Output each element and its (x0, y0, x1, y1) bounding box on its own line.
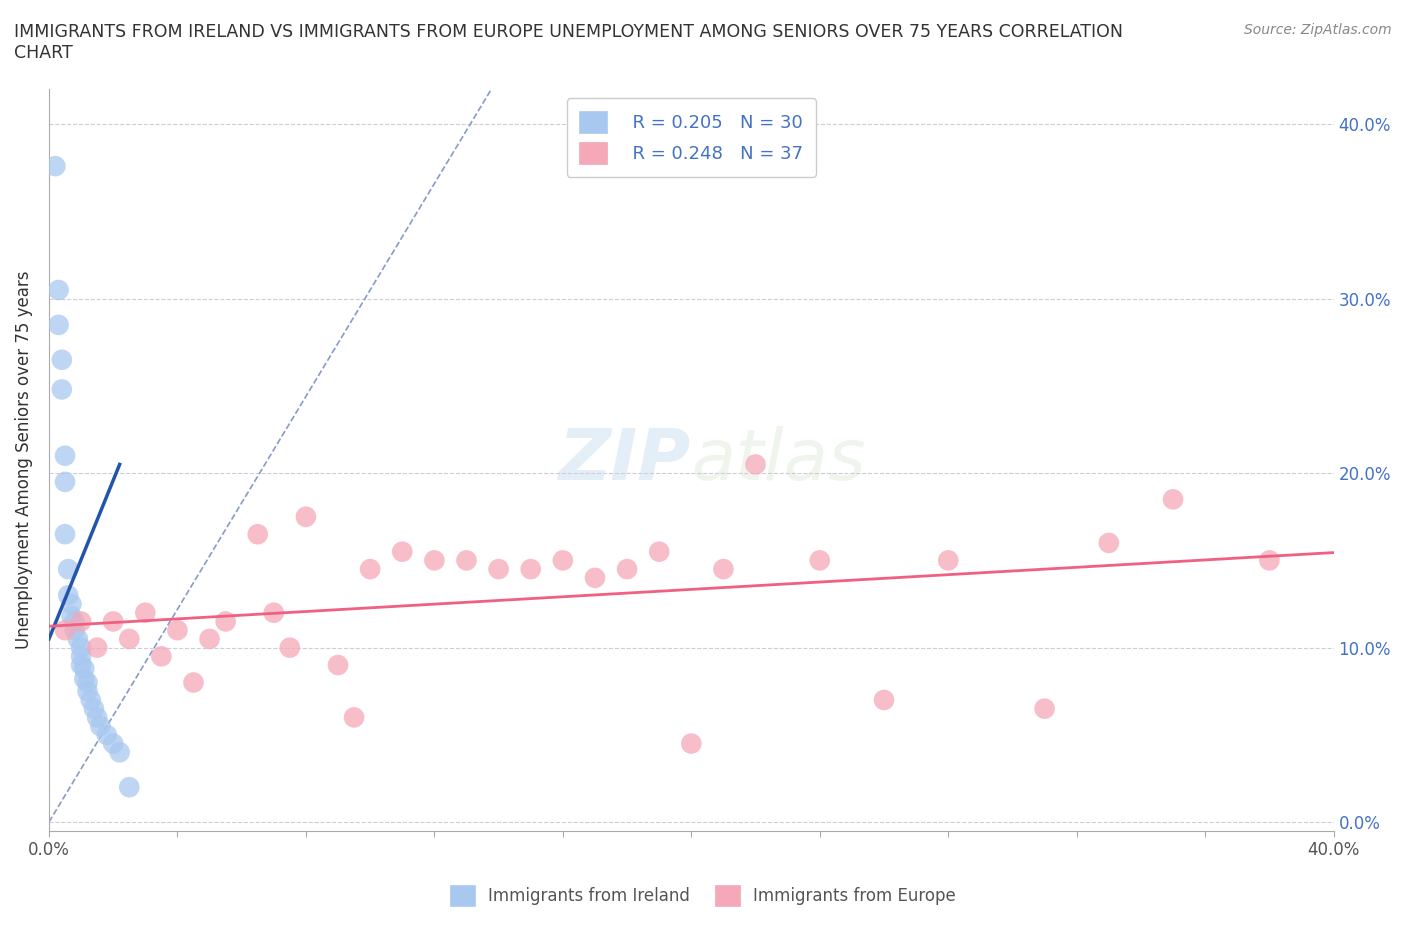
Text: IMMIGRANTS FROM IRELAND VS IMMIGRANTS FROM EUROPE UNEMPLOYMENT AMONG SENIORS OVE: IMMIGRANTS FROM IRELAND VS IMMIGRANTS FR… (14, 23, 1123, 62)
Point (1033, 701, 1056, 716)
Point (53, 526, 76, 541)
Point (48, 283, 70, 298)
Point (278, 640, 301, 655)
Point (744, 457, 766, 472)
Point (1161, 492, 1184, 507)
Text: Source: ZipAtlas.com: Source: ZipAtlas.com (1244, 23, 1392, 37)
Point (488, 562, 510, 577)
Text: ZIP: ZIP (560, 426, 692, 495)
Point (134, 605, 156, 620)
Legend: Immigrants from Ireland, Immigrants from Europe: Immigrants from Ireland, Immigrants from… (443, 879, 963, 912)
Point (89, 719, 111, 734)
Point (76, 675, 98, 690)
Point (70, 658, 93, 672)
Point (70, 649, 93, 664)
Point (70, 614, 93, 629)
Point (583, 570, 606, 585)
Y-axis label: Unemployment Among Seniors over 75 years: Unemployment Among Seniors over 75 years (15, 271, 32, 649)
Point (83, 701, 105, 716)
Point (359, 562, 381, 577)
Point (51, 382, 73, 397)
Point (118, 631, 141, 646)
Point (73, 671, 96, 686)
Point (391, 544, 413, 559)
Point (713, 562, 735, 577)
Point (103, 737, 125, 751)
Point (183, 675, 205, 690)
Point (108, 745, 131, 760)
Point (70, 640, 93, 655)
Point (936, 553, 959, 568)
Point (423, 553, 446, 568)
Point (648, 544, 671, 559)
Point (214, 614, 236, 629)
Point (519, 562, 541, 577)
Point (150, 649, 173, 664)
Point (66, 631, 89, 646)
Point (73, 661, 96, 676)
Point (60, 609, 83, 624)
Point (343, 710, 366, 724)
Point (1258, 553, 1281, 568)
Point (808, 553, 831, 568)
Point (166, 623, 188, 638)
Point (53, 448, 76, 463)
Point (80, 693, 103, 708)
Point (53, 623, 76, 638)
Point (118, 779, 141, 794)
Point (198, 631, 221, 646)
Point (58, 562, 80, 577)
Point (616, 562, 638, 577)
Point (96, 727, 118, 742)
Point (263, 605, 285, 620)
Point (63, 623, 86, 638)
Text: atlas: atlas (692, 426, 866, 495)
Point (60, 596, 83, 611)
Point (295, 510, 318, 525)
Point (86, 710, 108, 724)
Point (48, 317, 70, 332)
Point (326, 658, 349, 672)
Point (63, 614, 86, 629)
Legend:   R = 0.205   N = 30,   R = 0.248   N = 37: R = 0.205 N = 30, R = 0.248 N = 37 (567, 99, 815, 177)
Point (86, 640, 108, 655)
Point (58, 588, 80, 603)
Point (53, 474, 76, 489)
Point (76, 684, 98, 698)
Point (246, 526, 269, 541)
Point (681, 737, 703, 751)
Point (44, 159, 66, 174)
Point (456, 553, 478, 568)
Point (51, 352, 73, 367)
Point (551, 553, 574, 568)
Point (1098, 536, 1121, 551)
Point (103, 614, 125, 629)
Point (873, 693, 896, 708)
